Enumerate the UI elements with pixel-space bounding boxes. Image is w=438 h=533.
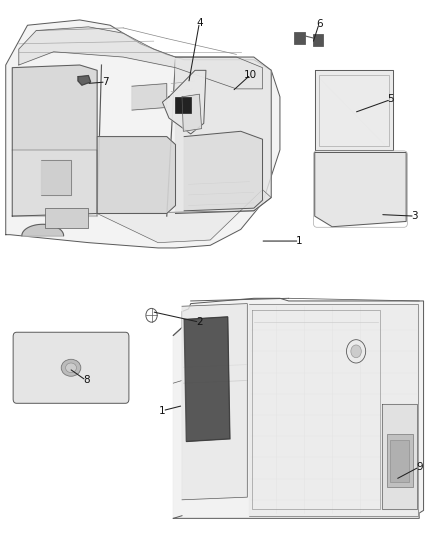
Polygon shape — [6, 20, 280, 248]
Polygon shape — [182, 94, 201, 131]
Polygon shape — [315, 152, 406, 227]
Polygon shape — [184, 131, 262, 211]
Bar — [175, 98, 191, 114]
Text: 1: 1 — [296, 236, 303, 246]
Polygon shape — [19, 27, 262, 89]
Polygon shape — [182, 304, 247, 500]
Text: 3: 3 — [412, 211, 418, 221]
Text: 8: 8 — [83, 375, 89, 385]
Circle shape — [351, 345, 361, 358]
Text: 5: 5 — [388, 94, 394, 104]
Polygon shape — [249, 304, 418, 516]
Ellipse shape — [66, 363, 77, 373]
FancyBboxPatch shape — [13, 332, 129, 403]
Polygon shape — [97, 136, 176, 214]
Polygon shape — [162, 70, 206, 134]
Text: 2: 2 — [196, 317, 203, 327]
Text: 10: 10 — [244, 70, 258, 79]
Polygon shape — [97, 190, 271, 243]
Polygon shape — [173, 298, 424, 519]
Polygon shape — [184, 317, 230, 441]
Text: 1: 1 — [159, 406, 166, 416]
Bar — [313, 34, 323, 46]
Text: 4: 4 — [196, 18, 203, 28]
Bar — [45, 208, 88, 228]
Polygon shape — [315, 70, 393, 150]
Polygon shape — [176, 57, 271, 214]
Bar — [387, 433, 413, 487]
Polygon shape — [78, 76, 91, 85]
Bar — [294, 32, 305, 44]
Bar — [390, 440, 409, 482]
Text: 9: 9 — [416, 462, 423, 472]
Polygon shape — [22, 224, 64, 236]
Text: 6: 6 — [316, 19, 322, 29]
Polygon shape — [12, 65, 97, 216]
Polygon shape — [382, 405, 417, 510]
Polygon shape — [41, 160, 71, 195]
Polygon shape — [12, 150, 97, 216]
Text: 7: 7 — [102, 77, 109, 87]
Polygon shape — [132, 84, 167, 110]
Ellipse shape — [61, 359, 81, 376]
Bar — [319, 75, 389, 146]
